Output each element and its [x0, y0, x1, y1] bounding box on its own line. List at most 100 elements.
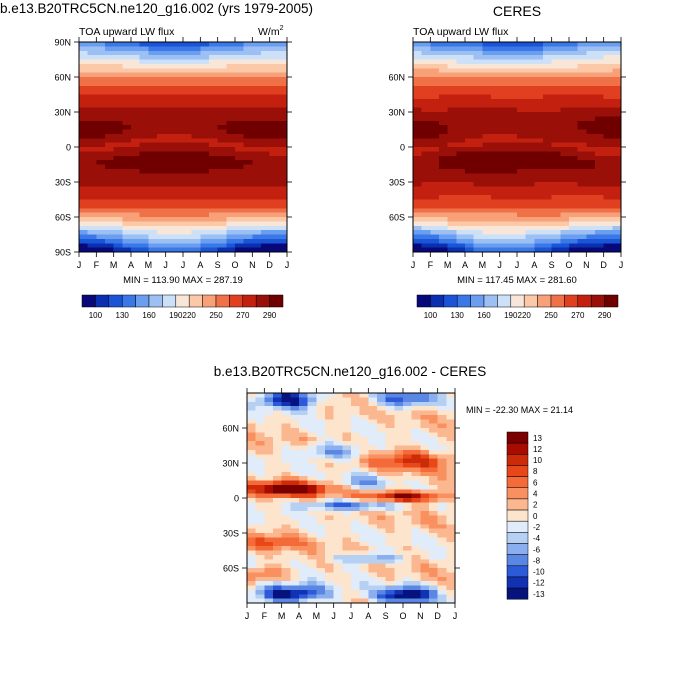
heatmap-cell [586, 247, 596, 253]
heatmap-cell [368, 598, 378, 604]
heatmap-cell [342, 445, 352, 451]
heatmap-cell [139, 203, 149, 209]
heatmap-cell [333, 585, 343, 591]
heatmap-cell [299, 410, 309, 416]
heatmap-cell [377, 506, 387, 512]
heatmap-cell [191, 186, 201, 192]
heatmap-cell [235, 164, 245, 170]
heatmap-cell [351, 498, 361, 503]
heatmap-cell [200, 164, 210, 170]
heatmap-cell [351, 515, 361, 521]
heatmap-cell [499, 182, 509, 187]
heatmap-cell [105, 59, 115, 65]
heatmap-cell [281, 484, 291, 490]
heatmap-cell [560, 164, 570, 170]
heatmap-cell [264, 471, 274, 477]
heatmap-cell [603, 46, 613, 52]
heatmap-cell [255, 572, 265, 578]
heatmap-cell [403, 441, 413, 447]
heatmap-cell [96, 199, 106, 205]
heatmap-cell [368, 576, 378, 582]
heatmap-cell [290, 554, 300, 560]
heatmap-cell [131, 103, 141, 109]
heatmap-cell [281, 533, 291, 538]
heatmap-cell [131, 68, 141, 74]
heatmap-cell [165, 85, 175, 91]
heatmap-cell [429, 428, 439, 433]
heatmap-cell [200, 63, 210, 69]
heatmap-cell [551, 217, 561, 222]
heatmap-cell [299, 467, 309, 473]
heatmap-cell [411, 533, 421, 538]
heatmap-cell [87, 217, 97, 222]
heatmap-cell [551, 168, 561, 174]
heatmap-cell [157, 98, 167, 104]
heatmap-cell [430, 90, 440, 96]
heatmap-cell [351, 493, 361, 499]
heatmap-cell [148, 203, 158, 209]
heatmap-cell [439, 225, 449, 231]
heatmap-cell [447, 133, 457, 139]
heatmap-cell [394, 410, 404, 416]
heatmap-cell [264, 406, 274, 412]
heatmap-cell [113, 116, 123, 122]
heatmap-cell [290, 515, 300, 521]
heatmap-cell [403, 397, 413, 403]
heatmap-cell [595, 238, 605, 244]
heatmap-cell [247, 519, 257, 525]
heatmap-cell [491, 85, 501, 91]
heatmap-cell [165, 230, 175, 236]
heatmap-cell [420, 537, 430, 543]
heatmap-cell [290, 436, 300, 442]
heatmap-cell [517, 247, 527, 253]
heatmap-cell [551, 186, 561, 192]
heatmap-cell [243, 217, 253, 222]
heatmap-cell [394, 458, 404, 464]
heatmap-cell [411, 511, 421, 517]
heatmap-cell [437, 594, 447, 600]
heatmap-cell [351, 537, 361, 543]
heatmap-cell [456, 212, 466, 218]
heatmap-cell [316, 537, 326, 543]
heatmap-cell [122, 68, 132, 74]
heatmap-cell [122, 125, 132, 131]
heatmap-cell [499, 142, 509, 148]
heatmap-cell [273, 594, 283, 600]
heatmap-cell [235, 46, 245, 52]
heatmap-cell [447, 173, 457, 179]
heatmap-cell [359, 441, 369, 447]
heatmap-cell [209, 234, 219, 240]
heatmap-cell [174, 129, 184, 135]
heatmap-cell [333, 393, 343, 398]
heatmap-cell [551, 59, 561, 65]
heatmap-cell [517, 199, 527, 205]
heatmap-cell [437, 401, 447, 407]
heatmap-cell [113, 203, 123, 209]
heatmap-cell [429, 423, 439, 429]
heatmap-cell [413, 195, 423, 201]
heatmap-cell [569, 195, 579, 201]
heatmap-cell [411, 546, 421, 552]
heatmap-cell [437, 546, 447, 552]
heatmap-cell [491, 195, 501, 201]
heatmap-cell [446, 489, 456, 495]
heatmap-cell [377, 554, 387, 560]
heatmap-cell [131, 212, 141, 218]
heatmap-cell [174, 133, 184, 139]
heatmap-cell [264, 559, 274, 565]
heatmap-cell [421, 68, 431, 74]
heatmap-cell [316, 432, 326, 438]
heatmap-cell [278, 155, 288, 161]
heatmap-cell [290, 563, 300, 569]
heatmap-cell [226, 203, 236, 209]
heatmap-cell [394, 401, 404, 407]
heatmap-cell [385, 498, 395, 503]
heatmap-cell [439, 55, 449, 61]
heatmap-cell [420, 432, 430, 438]
heatmap-cell [421, 203, 431, 209]
heatmap-cell [299, 563, 309, 569]
heatmap-cell [217, 98, 227, 104]
heatmap-cell [560, 182, 570, 187]
heatmap-cell [200, 138, 210, 144]
heatmap-cell [217, 42, 227, 47]
